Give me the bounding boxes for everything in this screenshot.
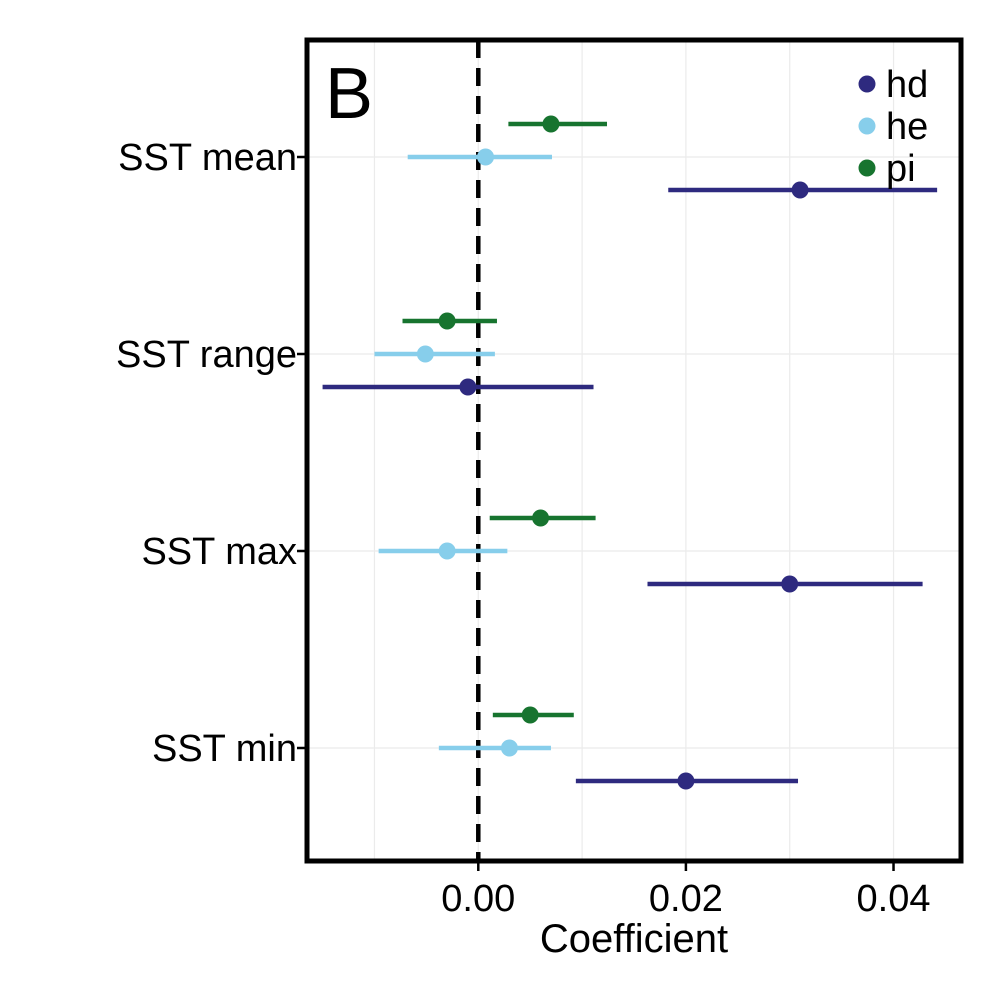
point-hd	[791, 181, 809, 199]
x-tick-label: 0.02	[649, 878, 723, 920]
y-tick-label: SST min	[152, 728, 297, 770]
legend-key-pi	[858, 159, 876, 177]
point-he	[477, 148, 495, 166]
x-axis: 0.00 0.02 0.04	[441, 861, 931, 920]
point-hd	[677, 772, 695, 790]
y-tick-label: SST range	[116, 334, 297, 376]
series-group	[322, 115, 938, 790]
x-axis-title: Coefficient	[540, 917, 728, 961]
point-pi	[438, 312, 456, 330]
y-tick-label: SST mean	[118, 137, 297, 179]
legend-label-pi: pi	[886, 148, 916, 190]
series-hd	[322, 181, 938, 790]
legend-key-he	[858, 117, 876, 135]
y-tick-label: SST max	[141, 531, 297, 573]
series-he	[374, 148, 552, 757]
legend-key-hd	[858, 75, 876, 93]
legend-label-he: he	[886, 106, 928, 148]
legend-label-hd: hd	[886, 64, 928, 106]
x-tick-label: 0.00	[441, 878, 515, 920]
point-hd	[459, 378, 477, 396]
point-pi	[542, 115, 560, 133]
point-he	[500, 739, 518, 757]
panel-label: B	[325, 54, 373, 134]
point-he	[416, 345, 434, 363]
y-axis: SST mean SST range SST max SST min	[116, 137, 307, 770]
point-hd	[781, 575, 799, 593]
point-he	[438, 542, 456, 560]
x-tick-label: 0.04	[857, 878, 931, 920]
panel-border	[304, 37, 964, 864]
series-pi	[402, 115, 608, 724]
point-pi	[521, 706, 539, 724]
point-pi	[532, 509, 550, 527]
